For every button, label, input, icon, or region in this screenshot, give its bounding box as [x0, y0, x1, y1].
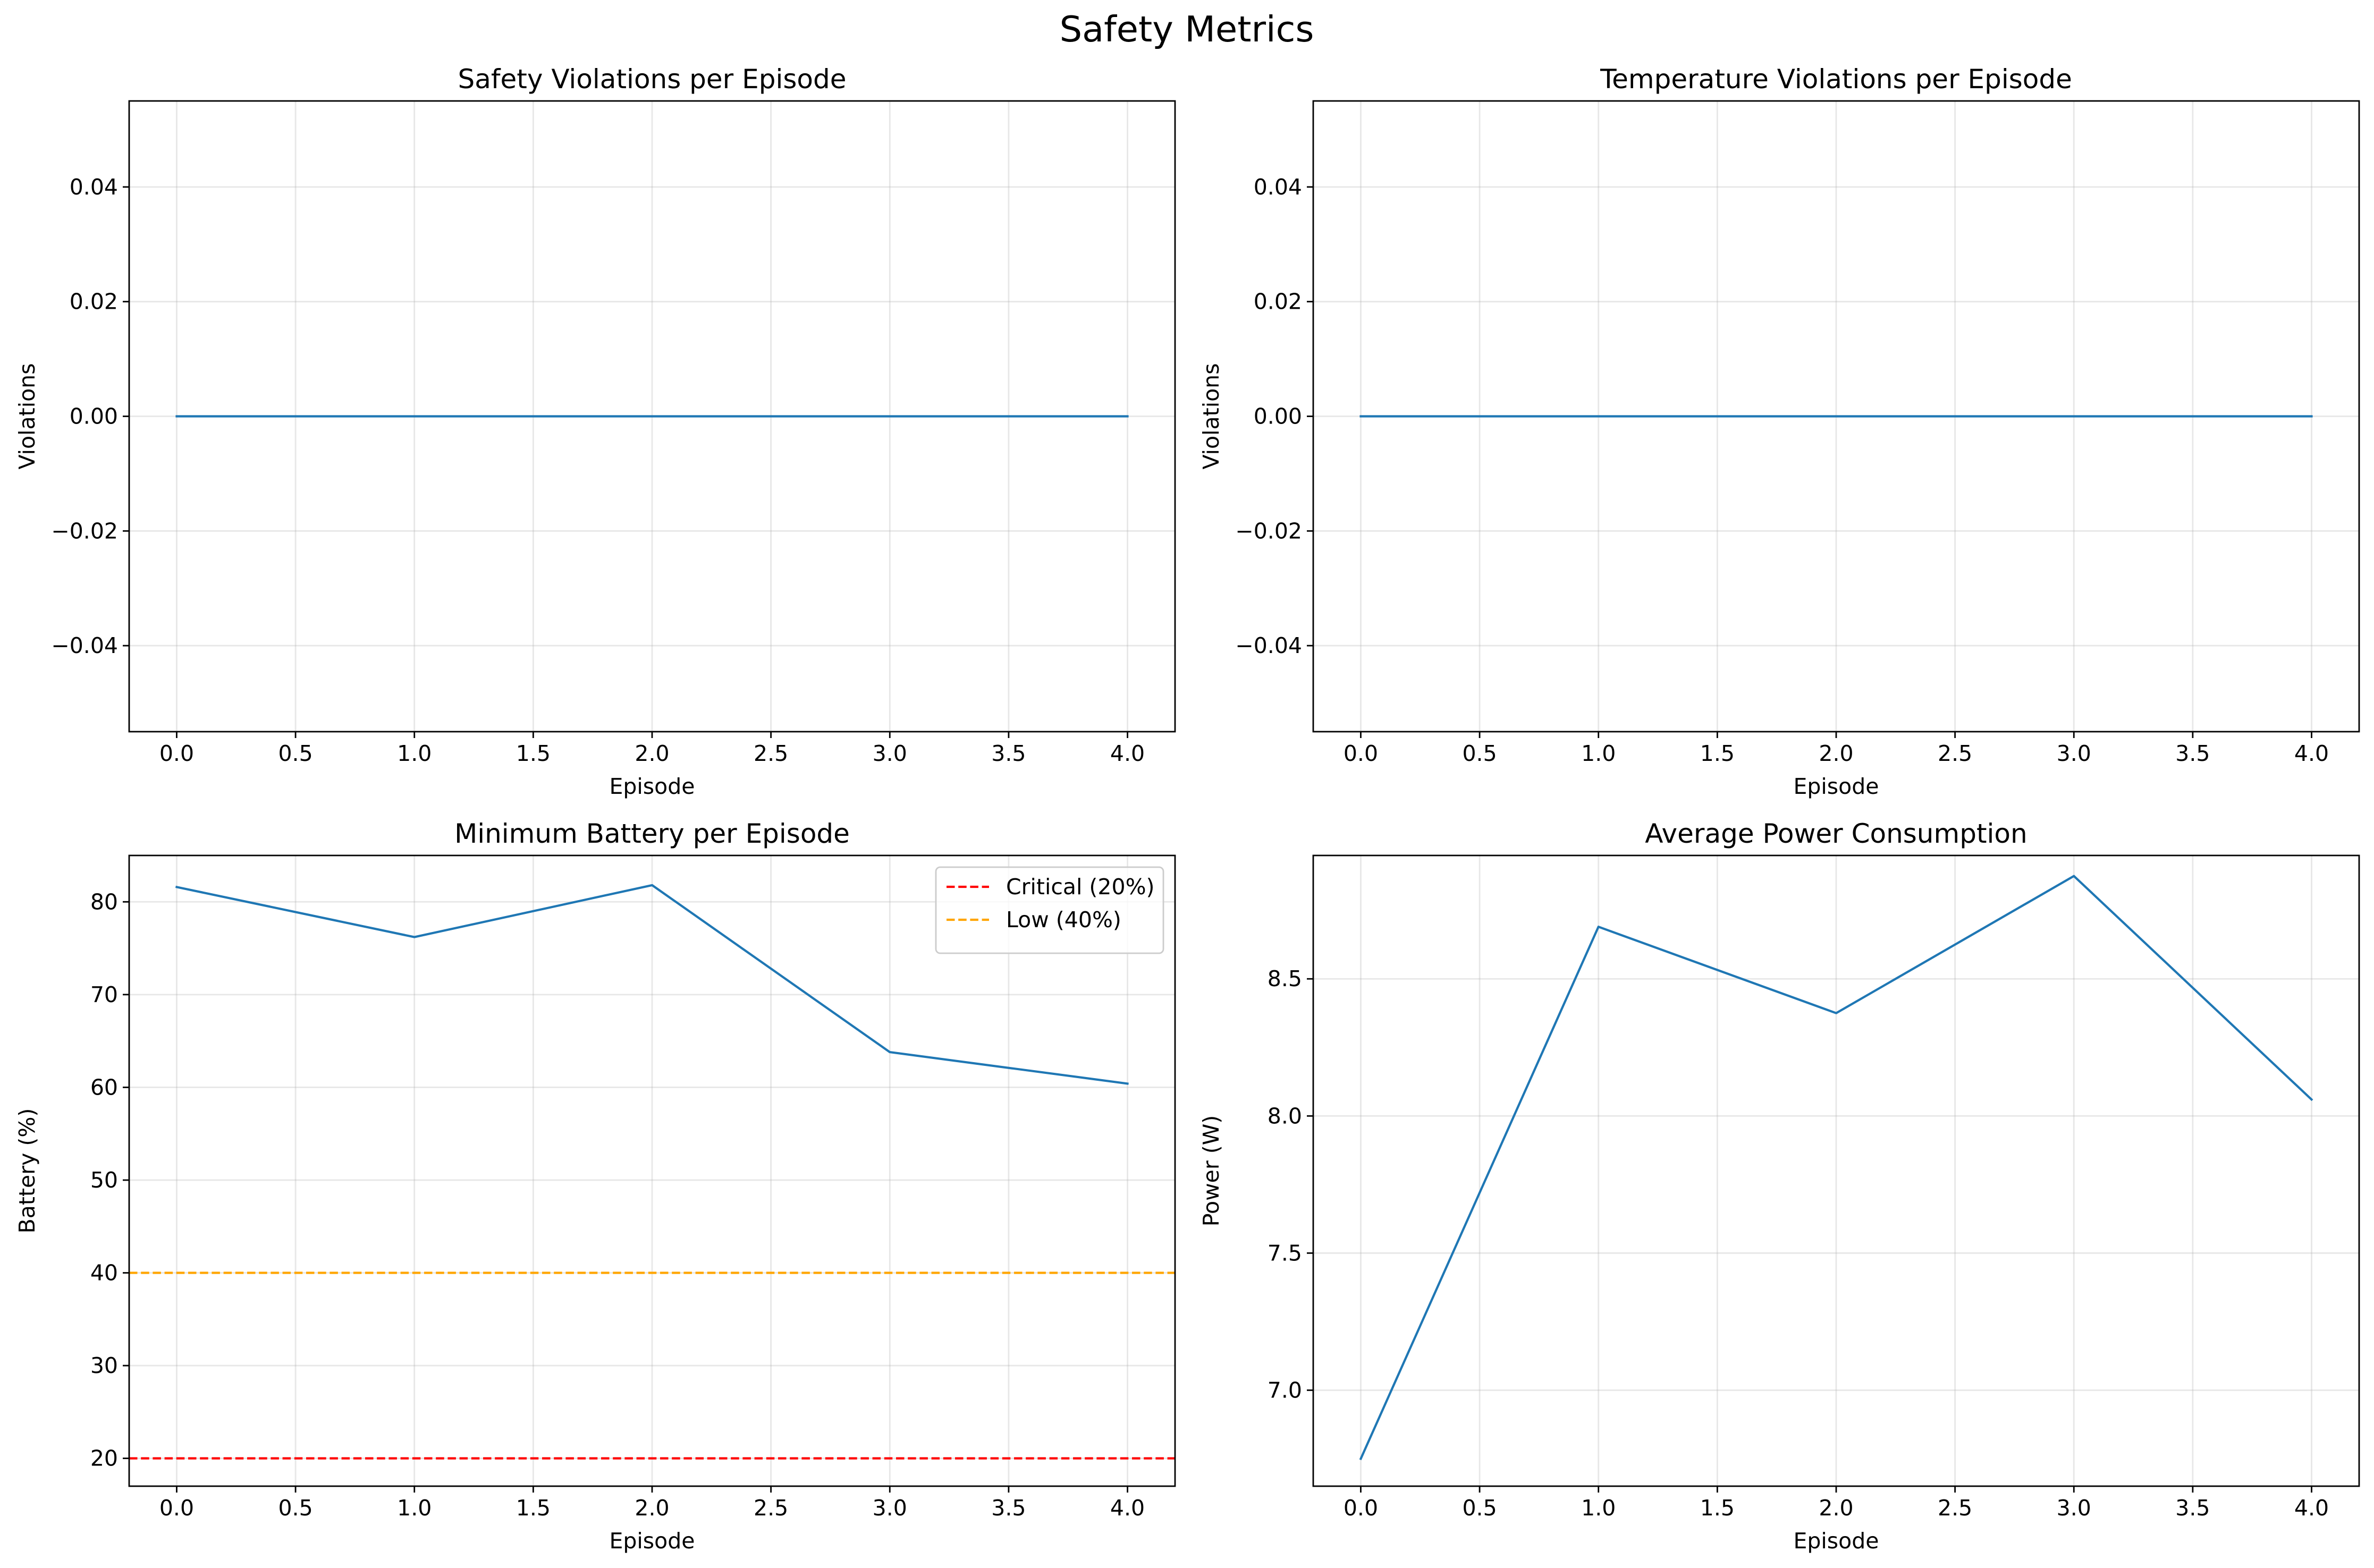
subplot-3-title: Minimum Battery per Episode [454, 818, 850, 849]
subplot-3-y-axis-label: Battery (%) [14, 1108, 40, 1234]
subplot-2: 0.0 0.5 1.0 1.5 2.0 2.5 3.0 3.5 4.0 −0.04 −0.02 0.0… [1198, 64, 2360, 799]
subplot-1-x-tick-label: 1.0 [397, 741, 432, 766]
subplot-4-x-tick-label: 1.5 [1700, 1495, 1735, 1521]
subplot-3-y-tick-label: 80 [90, 889, 118, 914]
subplot-4-y-axis-label: Power (W) [1198, 1115, 1224, 1227]
subplot-2-title: Temperature Violations per Episode [1600, 64, 2072, 95]
subplot-2-x-tick-label: 4.0 [2294, 741, 2329, 766]
subplot-4-y-tick-label: 7.0 [1268, 1377, 1302, 1403]
subplot-1-y-tick-label: 0.02 [70, 289, 118, 315]
subplot-2-y-tick-label: 0.02 [1254, 289, 1302, 315]
subplot-1-x-tick-label: 3.5 [991, 741, 1026, 766]
subplot-2-y-tick-label: 0.04 [1254, 174, 1302, 200]
subplot-3-legend-label-low-40: Low (40%) [1006, 907, 1121, 933]
subplot-4: 0.0 0.5 1.0 1.5 2.0 2.5 3.0 3.5 4.0 7.0 7.5 8.0 8.5 A… [1198, 818, 2360, 1554]
subplot-2-x-tick-label: 3.0 [2057, 741, 2091, 766]
subplot-1-x-tick-label: 4.0 [1110, 741, 1145, 766]
subplot-3-y-tick-label: 50 [90, 1167, 118, 1193]
subplot-3-x-tick-label: 0.5 [278, 1495, 312, 1521]
subplot-4-x-tick-label: 1.0 [1581, 1495, 1616, 1521]
subplot-3-x-tick-label: 1.5 [516, 1495, 551, 1521]
subplot-4-x-tick-label: 3.5 [2175, 1495, 2210, 1521]
subplot-2-y-tick-label: 0.00 [1254, 404, 1302, 429]
subplot-2-y-tick-label: −0.02 [1235, 518, 1302, 544]
subplot-1-y-tick-label: 0.00 [70, 404, 118, 429]
subplot-4-x-tick-label: 2.0 [1819, 1495, 1853, 1521]
subplot-1-y-tick-label: 0.04 [70, 174, 118, 200]
subplot-3-y-tick-label: 70 [90, 982, 118, 1007]
subplot-3-y-tick-label: 60 [90, 1074, 118, 1100]
subplot-2-x-tick-label: 1.0 [1581, 741, 1616, 766]
subplot-2-x-tick-label: 1.5 [1700, 741, 1735, 766]
subplot-4-x-tick-label: 0.5 [1462, 1495, 1497, 1521]
subplot-3-y-tick-label: 40 [90, 1260, 118, 1286]
subplot-2-x-axis-label: Episode [1793, 774, 1879, 799]
subplot-3-x-axis-label: Episode [609, 1528, 695, 1554]
subplot-3: 0.0 0.5 1.0 1.5 2.0 2.5 3.0 3.5 4.0 20 30 40 50 60 70 8… [14, 818, 1176, 1554]
subplot-1-x-axis-label: Episode [609, 774, 695, 799]
subplot-2-x-tick-label: 0.0 [1344, 741, 1378, 766]
subplot-3-y-tick-label: 30 [90, 1353, 118, 1378]
subplot-3-x-tick-label: 3.0 [873, 1495, 907, 1521]
subplot-3-x-tick-label: 3.5 [991, 1495, 1026, 1521]
subplot-3-x-tick-label: 2.5 [754, 1495, 788, 1521]
subplot-1-title: Safety Violations per Episode [458, 64, 847, 95]
subplot-1-x-tick-label: 0.5 [278, 741, 312, 766]
subplot-4-x-tick-label: 2.5 [1938, 1495, 1972, 1521]
subplot-4-x-tick-label: 0.0 [1344, 1495, 1378, 1521]
subplot-4-title: Average Power Consumption [1645, 818, 2027, 849]
subplot-3-x-tick-label: 1.0 [397, 1495, 432, 1521]
subplot-3-legend-frame [935, 866, 1164, 954]
subplot-2-x-tick-label: 3.5 [2175, 741, 2210, 766]
subplot-1-x-tick-label: 2.0 [635, 741, 669, 766]
subplot-1-x-tick-label: 0.0 [159, 741, 194, 766]
subplot-1-y-tick-label: −0.04 [51, 633, 118, 658]
subplot-1-y-tick-label: −0.02 [51, 518, 118, 544]
figure-title: Safety Metrics [1060, 9, 1314, 50]
subplot-1-x-tick-label: 1.5 [516, 741, 551, 766]
subplot-4-x-axis-label: Episode [1793, 1528, 1879, 1554]
subplot-1-x-tick-label: 2.5 [754, 741, 788, 766]
subplot-2-x-tick-label: 2.5 [1938, 741, 1972, 766]
subplot-4-y-tick-label: 8.0 [1268, 1103, 1302, 1129]
subplot-grid: 0.0 0.5 1.0 1.5 2.0 2.5 3.0 3.5 4.0 −0.04 −0.02 0.0… [14, 64, 2360, 1554]
subplot-3-x-tick-label: 0.0 [159, 1495, 194, 1521]
subplot-4-x-tick-label: 3.0 [2057, 1495, 2091, 1521]
subplot-3-legend-label-critical-20: Critical (20%) [1006, 874, 1155, 900]
subplot-4-y-tick-label: 8.5 [1268, 966, 1302, 991]
subplot-3-legend: Critical (20%) Low (40%) [935, 866, 1164, 954]
subplot-4-y-tick-label: 7.5 [1268, 1240, 1302, 1266]
subplot-3-x-tick-label: 2.0 [635, 1495, 669, 1521]
subplot-2-x-tick-label: 0.5 [1462, 741, 1497, 766]
subplot-1-x-tick-label: 3.0 [873, 741, 907, 766]
subplot-2-y-tick-label: −0.04 [1235, 633, 1302, 658]
subplot-1: 0.0 0.5 1.0 1.5 2.0 2.5 3.0 3.5 4.0 −0.04 −0.02 0.0… [14, 64, 1176, 799]
subplot-4-x-tick-label: 4.0 [2294, 1495, 2329, 1521]
subplot-1-y-axis-label: Violations [14, 363, 40, 469]
subplot-3-y-tick-label: 20 [90, 1446, 118, 1471]
subplot-2-x-tick-label: 2.0 [1819, 741, 1853, 766]
subplot-3-x-tick-label: 4.0 [1110, 1495, 1145, 1521]
subplot-2-y-axis-label: Violations [1198, 363, 1224, 469]
